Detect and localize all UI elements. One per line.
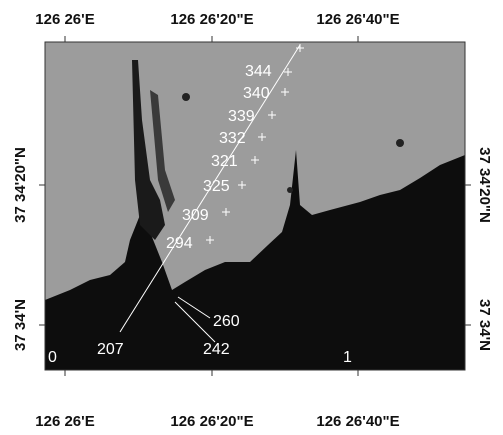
bottom-axis-label: 126 26'40"E bbox=[316, 413, 399, 430]
point-label: 340 bbox=[243, 85, 270, 102]
left-axis-label: 37 34'20"N bbox=[12, 147, 29, 223]
point-label: 332 bbox=[219, 130, 246, 147]
top-axis-label: 126 26'20"E bbox=[170, 11, 253, 28]
point-label: 207 bbox=[97, 341, 124, 358]
point-label: 242 bbox=[203, 341, 230, 358]
right-axis-label: 37 34'20"N bbox=[476, 147, 493, 223]
scale-unit: Kilometers bbox=[350, 374, 426, 391]
point-label: 309 bbox=[182, 207, 209, 224]
scale-start: 0 bbox=[48, 349, 57, 366]
bottom-axis-label: 126 26'E bbox=[35, 413, 94, 430]
left-axis-label: 37 34'N bbox=[12, 299, 29, 351]
bottom-axis-label: 126 26'20"E bbox=[170, 413, 253, 430]
scale-bar bbox=[52, 374, 347, 382]
point-label: 294 bbox=[166, 235, 193, 252]
rock bbox=[182, 93, 190, 101]
point-label: 344 bbox=[245, 63, 272, 80]
point-label: 260 bbox=[213, 313, 240, 330]
top-axis-label: 126 26'E bbox=[35, 11, 94, 28]
rock bbox=[287, 187, 293, 193]
rock bbox=[396, 139, 404, 147]
map-figure: 344 340 339 332 321 325 309 294 260 242 … bbox=[0, 0, 503, 435]
point-label: 321 bbox=[211, 153, 238, 170]
right-axis-label: 37 34'N bbox=[476, 299, 493, 351]
top-axis-label: 126 26'40"E bbox=[316, 11, 399, 28]
point-label: 339 bbox=[228, 108, 255, 125]
scale-end: 1 bbox=[343, 349, 352, 366]
point-label: 325 bbox=[203, 178, 230, 195]
